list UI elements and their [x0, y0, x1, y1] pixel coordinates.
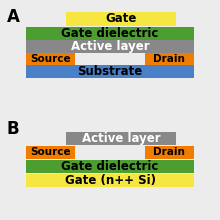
Text: Active layer: Active layer — [71, 40, 149, 53]
Bar — [145, 146, 194, 159]
Bar — [26, 66, 194, 78]
Bar — [66, 12, 176, 26]
Bar — [145, 53, 194, 66]
Bar — [26, 53, 75, 66]
Bar — [66, 132, 176, 145]
Bar — [26, 174, 194, 187]
Bar — [26, 27, 194, 40]
Text: Source: Source — [30, 147, 71, 157]
Bar — [26, 146, 75, 159]
Bar — [26, 40, 194, 53]
Text: Gate (n++ Si): Gate (n++ Si) — [64, 174, 156, 187]
Text: Gate dielectric: Gate dielectric — [61, 27, 159, 40]
Text: Drain: Drain — [154, 54, 185, 64]
Text: Drain: Drain — [154, 147, 185, 157]
Text: B: B — [7, 120, 19, 138]
Text: Source: Source — [30, 54, 71, 64]
Text: Active layer: Active layer — [82, 132, 160, 145]
Bar — [26, 160, 194, 173]
Text: Gate: Gate — [105, 12, 137, 25]
Text: Substrate: Substrate — [77, 65, 143, 78]
Text: A: A — [7, 7, 20, 26]
Text: Gate dielectric: Gate dielectric — [61, 160, 159, 173]
